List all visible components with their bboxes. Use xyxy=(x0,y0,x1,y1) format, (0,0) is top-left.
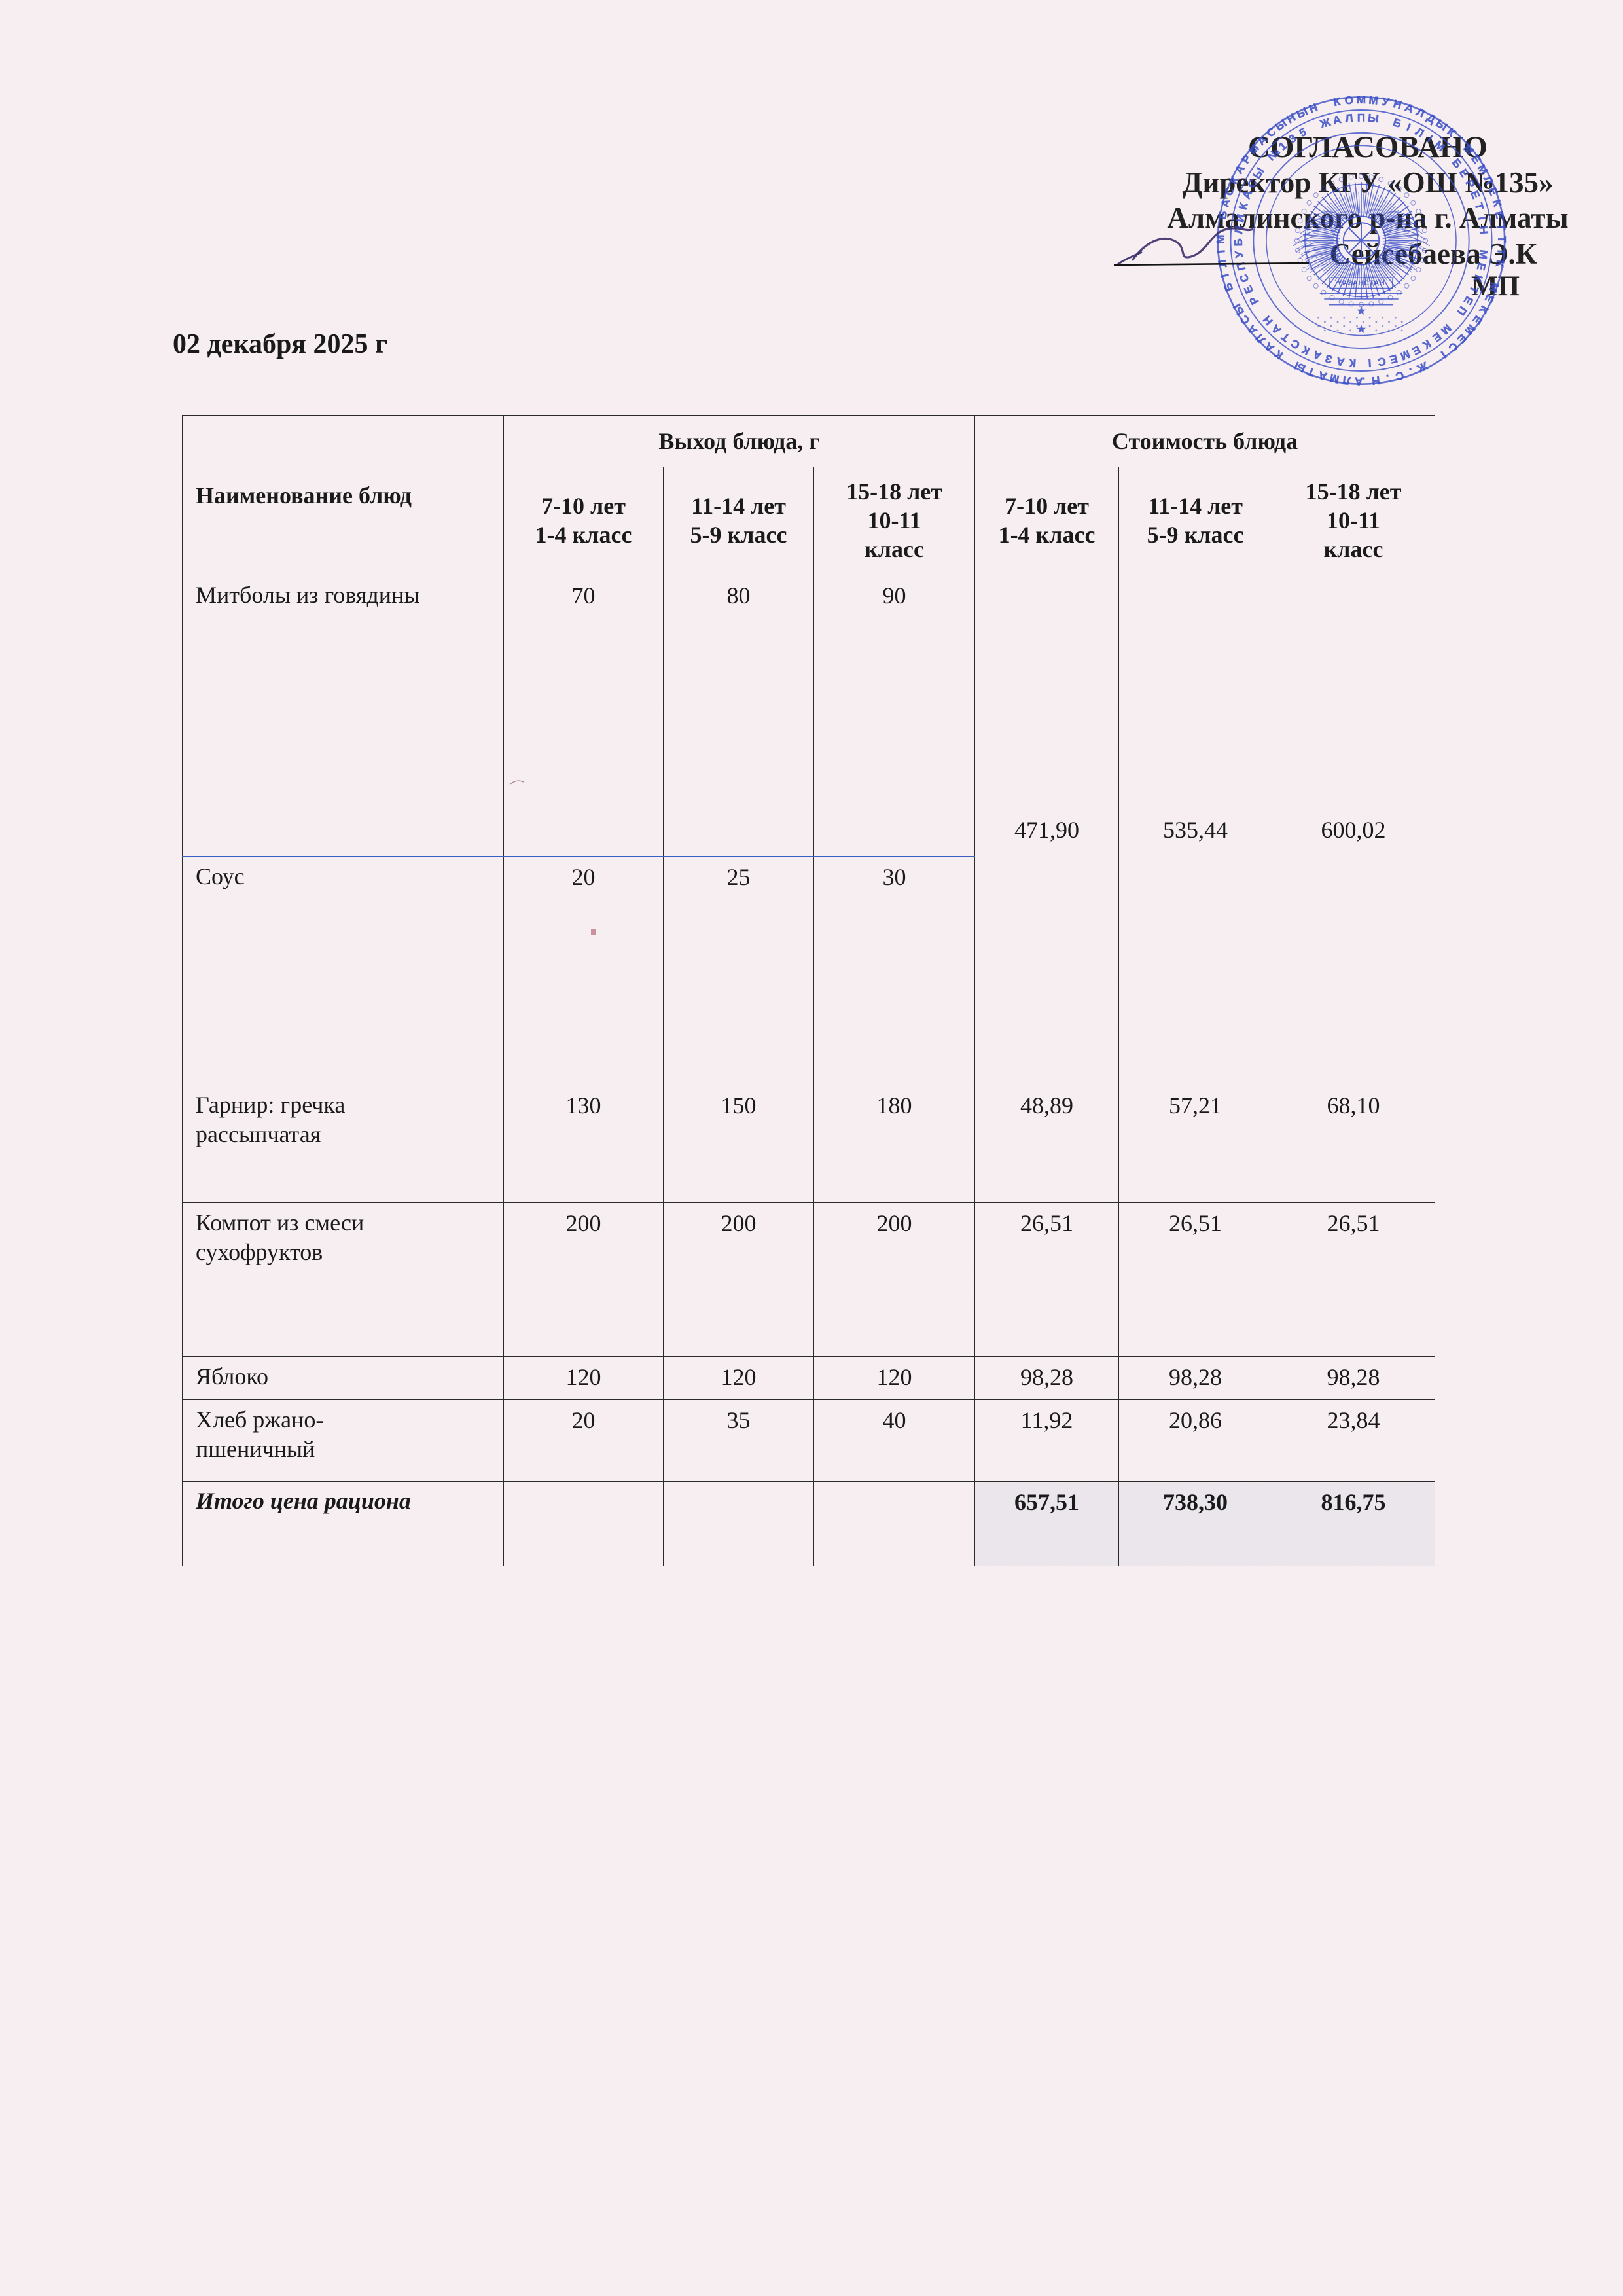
svg-text:Е: Е xyxy=(1461,295,1476,307)
svg-text:І: І xyxy=(1425,133,1435,145)
svg-text:А: А xyxy=(1262,340,1277,354)
svg-text:Ы: Ы xyxy=(1433,117,1449,134)
svg-text:Л: Л xyxy=(1253,332,1268,346)
svg-text:Е: Е xyxy=(1457,167,1471,180)
svg-text:Б: Б xyxy=(1391,116,1402,130)
svg-text:А: А xyxy=(1245,323,1259,336)
svg-text:У: У xyxy=(1381,96,1390,109)
svg-text:Е: Е xyxy=(1474,262,1488,272)
svg-text:Е: Е xyxy=(1493,210,1507,220)
svg-text:П: П xyxy=(1455,304,1470,317)
svg-text:М: М xyxy=(1462,322,1478,337)
svg-text:М: М xyxy=(1357,94,1366,106)
svg-text:Е: Е xyxy=(1455,332,1469,346)
svg-text:С: С xyxy=(1394,368,1405,383)
svg-text:І: І xyxy=(1495,249,1508,253)
svg-text:А: А xyxy=(1332,113,1342,127)
svg-text:Е: Е xyxy=(1430,330,1444,344)
svg-text:М: М xyxy=(1476,249,1489,260)
svg-text:К: К xyxy=(1493,259,1507,268)
svg-text:Б: Б xyxy=(1450,156,1464,170)
svg-text:Н: Н xyxy=(1371,374,1380,387)
svg-text:А: А xyxy=(1336,355,1346,368)
svg-text:М: М xyxy=(1368,94,1379,107)
svg-text:А: А xyxy=(1269,322,1283,336)
svg-text:Н: Н xyxy=(1392,98,1403,112)
svg-text:П: П xyxy=(1357,111,1365,124)
svg-text:К: К xyxy=(1236,201,1250,211)
svg-text:ҰАЗАҢСТАН: ҰАЗАҢСТАН xyxy=(1338,279,1385,287)
svg-text:Т: Т xyxy=(1472,202,1486,212)
svg-text:Н: Н xyxy=(1477,226,1490,235)
svg-text:Н: Н xyxy=(1260,314,1275,328)
svg-text:К: К xyxy=(1332,96,1342,109)
svg-text:К: К xyxy=(1471,273,1485,283)
svg-text:І: І xyxy=(1368,357,1372,369)
svg-text:★: ★ xyxy=(1356,304,1367,317)
svg-text:С: С xyxy=(1289,337,1302,352)
svg-text:Е: Е xyxy=(1241,283,1256,295)
svg-text:Р: Р xyxy=(1247,295,1261,307)
svg-text:Е: Е xyxy=(1469,152,1483,166)
svg-text:І: І xyxy=(1405,121,1413,134)
svg-text:С: С xyxy=(1446,340,1460,354)
svg-text:К: К xyxy=(1490,198,1504,209)
svg-text:★: ★ xyxy=(1356,322,1367,336)
svg-text:К: К xyxy=(1300,343,1311,357)
svg-text:Л: Л xyxy=(1413,125,1425,139)
svg-text:А: А xyxy=(1255,134,1270,148)
svg-text:А: А xyxy=(1240,188,1255,200)
svg-text:К: К xyxy=(1348,357,1356,370)
svg-text:О: О xyxy=(1344,94,1354,107)
svg-text:Л: Л xyxy=(1342,374,1351,387)
svg-text:М: М xyxy=(1461,142,1476,157)
svg-text:3: 3 xyxy=(1287,132,1298,146)
svg-text:Е: Е xyxy=(1410,343,1423,357)
svg-text:Р: Р xyxy=(1463,177,1477,190)
svg-text:.: . xyxy=(1385,372,1391,386)
svg-text:Т: Т xyxy=(1495,236,1508,243)
svg-text:М: М xyxy=(1329,372,1340,386)
svg-text:М: М xyxy=(1399,348,1412,363)
svg-text:Т: Т xyxy=(1495,223,1508,232)
svg-text:Л: Л xyxy=(1345,112,1354,125)
svg-text:5: 5 xyxy=(1297,126,1308,139)
svg-text:Е: Е xyxy=(1468,189,1482,201)
svg-text:Ы: Ы xyxy=(1367,112,1379,126)
svg-text:І: І xyxy=(1476,215,1489,221)
svg-text:Е: Е xyxy=(1389,352,1399,366)
svg-text:И: И xyxy=(1234,213,1247,223)
svg-text:Ж: Ж xyxy=(1318,116,1332,131)
svg-text:Б: Б xyxy=(1216,210,1230,220)
svg-text:С: С xyxy=(1377,355,1387,368)
svg-text:К: К xyxy=(1420,337,1433,351)
svg-text:А: А xyxy=(1219,198,1233,209)
svg-text:З: З xyxy=(1324,352,1334,366)
svg-text:Т: Т xyxy=(1279,330,1292,344)
svg-text:А: А xyxy=(1311,348,1323,363)
svg-text:Т: Т xyxy=(1467,284,1481,296)
svg-text:.: . xyxy=(1362,375,1365,387)
svg-text:А: А xyxy=(1317,368,1329,383)
